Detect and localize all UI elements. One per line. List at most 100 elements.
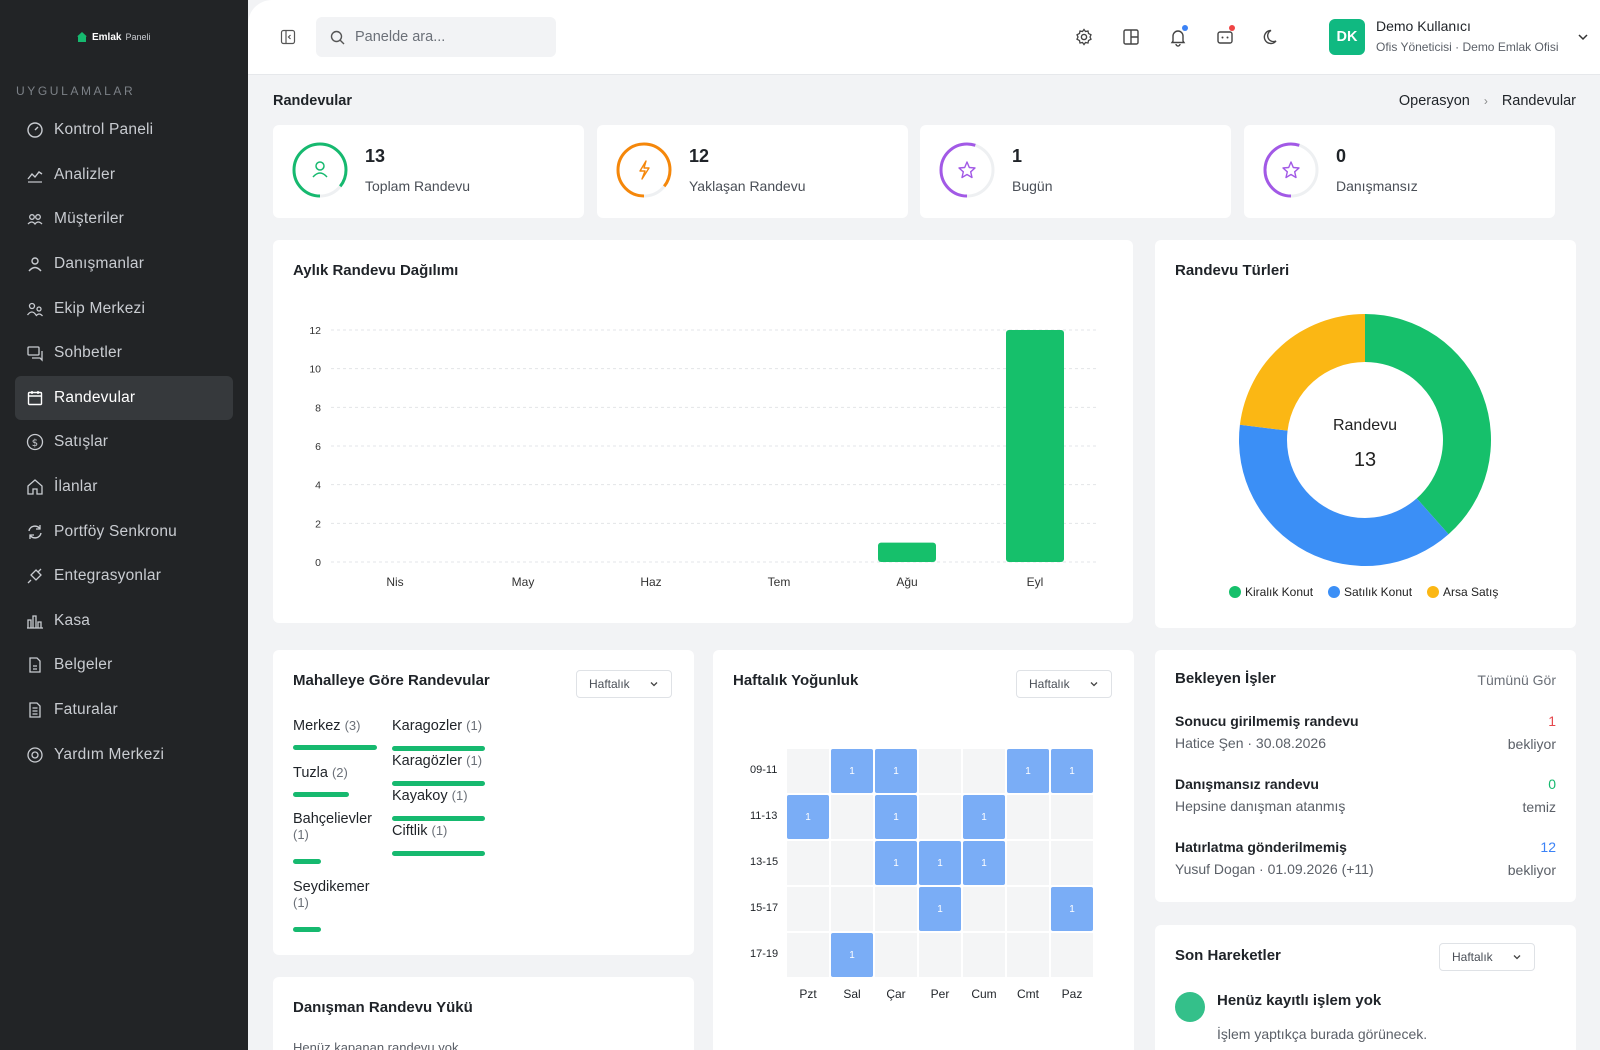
neighborhood-count: (1) bbox=[293, 827, 309, 842]
heatmap-cell bbox=[963, 887, 1005, 931]
sidebar-item-kasa[interactable]: Kasa bbox=[15, 599, 233, 644]
heatmap-cell[interactable]: 1 bbox=[875, 841, 917, 885]
dark-mode-icon[interactable] bbox=[1262, 27, 1282, 47]
x-tick-label: Eyl bbox=[1027, 575, 1044, 589]
svg-text:$: $ bbox=[32, 438, 39, 449]
bar[interactable] bbox=[878, 542, 936, 562]
heatmap-col-label: Paz bbox=[1061, 987, 1083, 1001]
neighborhood-bar bbox=[293, 859, 321, 864]
stat-value: 0 bbox=[1336, 146, 1347, 166]
period-dropdown[interactable]: Haftalık bbox=[1439, 943, 1535, 971]
sidebar-item-ilanlar[interactable]: İlanlar bbox=[15, 465, 233, 510]
heatmap-row-label: 13-15 bbox=[750, 856, 779, 868]
neighborhood-count: (1) bbox=[466, 753, 483, 768]
heatmap-cell[interactable]: 1 bbox=[919, 887, 961, 931]
legend-swatch bbox=[1427, 586, 1439, 598]
see-all-link[interactable]: Tümünü Gör bbox=[1477, 672, 1556, 688]
heatmap-cell[interactable]: 1 bbox=[787, 795, 829, 839]
sidebar-item-entegrasyonlar[interactable]: Entegrasyonlar bbox=[15, 554, 233, 599]
heatmap-cell[interactable]: 1 bbox=[1051, 887, 1093, 931]
messages-dot bbox=[1229, 25, 1235, 31]
donut-slice[interactable] bbox=[1239, 314, 1365, 431]
sidebar-toggle-icon[interactable] bbox=[280, 29, 296, 45]
heatmap-cell[interactable]: 1 bbox=[831, 749, 873, 793]
heatmap-cell[interactable]: 1 bbox=[963, 841, 1005, 885]
sidebar-item-faturalar[interactable]: Faturalar bbox=[15, 688, 233, 733]
y-tick-label: 6 bbox=[315, 441, 321, 453]
sidebar-item-musteriler[interactable]: Müşteriler bbox=[15, 197, 233, 242]
monthly-bar-chart: 0 2 4 6 8 10 12 Nis May Haz Tem Ağu Eyl bbox=[309, 325, 1099, 589]
heatmap-cell bbox=[831, 795, 873, 839]
empty-title: Henüz kayıtlı işlem yok bbox=[1217, 992, 1382, 1009]
bolt-icon bbox=[639, 160, 650, 180]
pending-item-count: 0 bbox=[1548, 776, 1556, 792]
card-title: Randevu Türleri bbox=[1175, 262, 1290, 279]
neighborhood-name: Tuzla bbox=[293, 765, 332, 781]
donut-slice[interactable] bbox=[1365, 314, 1491, 535]
chevron-down-icon[interactable] bbox=[1576, 30, 1590, 44]
stat-ring bbox=[939, 142, 995, 198]
heatmap-cell[interactable]: 1 bbox=[1007, 749, 1049, 793]
neighborhood-item: Merkez (3) bbox=[293, 718, 360, 734]
heatmap-row-label: 09-11 bbox=[750, 764, 778, 776]
sidebar-item-satislar[interactable]: $ Satışlar bbox=[15, 420, 233, 465]
heatmap-col-label: Cmt bbox=[1017, 987, 1039, 1001]
sidebar-item-portfoy-senkronu[interactable]: Portföy Senkronu bbox=[15, 509, 233, 554]
heatmap-cell[interactable]: 1 bbox=[1051, 749, 1093, 793]
heatmap-cell[interactable]: 1 bbox=[831, 933, 873, 977]
sidebar-item-yardim-merkezi[interactable]: Yardım Merkezi bbox=[15, 732, 233, 777]
neighborhood-item: Seydikemer (1) bbox=[293, 879, 383, 911]
brand-name: Emlak bbox=[92, 31, 122, 43]
heatmap-cell bbox=[787, 749, 829, 793]
empty-subtitle: İşlem yaptıkça burada görünecek. bbox=[1217, 1026, 1428, 1042]
sidebar-item-sohbetler[interactable]: Sohbetler bbox=[15, 331, 233, 376]
sidebar-item-danismanlar[interactable]: Danışmanlar bbox=[15, 242, 233, 287]
search-box[interactable] bbox=[316, 17, 556, 57]
heatmap-cell[interactable]: 1 bbox=[875, 749, 917, 793]
layout-icon[interactable] bbox=[1121, 27, 1141, 47]
period-dropdown[interactable]: Haftalık bbox=[576, 670, 672, 698]
brand-suffix: Paneli bbox=[125, 32, 151, 42]
card-title: Haftalık Yoğunluk bbox=[733, 672, 859, 689]
stat-label: Danışmansız bbox=[1336, 178, 1418, 194]
neighborhood-item: Kayakoy (1) bbox=[392, 788, 468, 804]
sidebar-item-randevular[interactable]: Randevular bbox=[15, 375, 233, 421]
brand-logo[interactable]: Emlak Paneli bbox=[76, 31, 151, 43]
search-input[interactable] bbox=[355, 29, 535, 45]
plug-icon bbox=[27, 568, 42, 584]
settings-icon[interactable] bbox=[1074, 27, 1094, 47]
sidebar-item-analizler[interactable]: Analizler bbox=[15, 153, 233, 198]
pending-item-title: Sonucu girilmemiş randevu bbox=[1175, 713, 1359, 729]
y-tick-label: 10 bbox=[309, 364, 321, 376]
heatmap-cell[interactable]: 1 bbox=[963, 795, 1005, 839]
user-name[interactable]: Demo Kullanıcı bbox=[1376, 18, 1471, 34]
neighborhood-count: (3) bbox=[344, 718, 361, 733]
pending-tasks-card: Bekleyen İşler Tümünü Gör Sonucu girilme… bbox=[1155, 650, 1576, 902]
heatmap-cell bbox=[1051, 933, 1093, 977]
heatmap-row-label: 15-17 bbox=[750, 902, 779, 914]
sync-icon bbox=[28, 524, 42, 539]
user-icon bbox=[312, 161, 328, 178]
avatar[interactable]: DK bbox=[1329, 19, 1365, 55]
topbar: DK Demo Kullanıcı Ofis Yöneticisi · Demo… bbox=[248, 0, 1600, 75]
heatmap-cell[interactable]: 1 bbox=[919, 841, 961, 885]
breadcrumb-item[interactable]: Operasyon bbox=[1398, 93, 1470, 109]
sidebar-item-label: Randevular bbox=[54, 388, 136, 406]
period-dropdown[interactable]: Haftalık bbox=[1016, 670, 1112, 698]
sidebar-item-kontrol-paneli[interactable]: Kontrol Paneli bbox=[15, 108, 233, 153]
notification-bell-icon[interactable] bbox=[1168, 27, 1188, 47]
breadcrumb: Operasyon › Randevular bbox=[1399, 93, 1576, 109]
messages-icon[interactable] bbox=[1215, 27, 1235, 47]
neighborhood-name: Merkez bbox=[293, 718, 345, 734]
heatmap-cell[interactable]: 1 bbox=[875, 795, 917, 839]
bar[interactable] bbox=[1006, 330, 1064, 562]
sidebar-item-ekip-merkezi[interactable]: Ekip Merkezi bbox=[15, 286, 233, 331]
sidebar-item-belgeler[interactable]: Belgeler bbox=[15, 643, 233, 688]
page-title: Randevular bbox=[273, 93, 352, 109]
sidebar-item-label: Kasa bbox=[54, 611, 91, 629]
neighborhood-name: Kayakoy bbox=[392, 788, 452, 804]
stat-card-unassigned: 0 Danışmansız bbox=[1244, 125, 1555, 218]
neighborhood-bar bbox=[392, 746, 485, 751]
donut-slice[interactable] bbox=[1239, 424, 1449, 566]
dashboard-icon bbox=[27, 122, 43, 138]
